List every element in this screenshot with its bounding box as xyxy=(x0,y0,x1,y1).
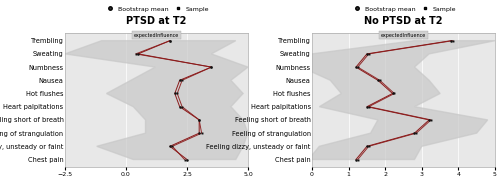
Title: No PTSD at T2: No PTSD at T2 xyxy=(364,16,443,26)
Text: expectedInfluence: expectedInfluence xyxy=(134,33,179,38)
Title: PTSD at T2: PTSD at T2 xyxy=(126,16,186,26)
Polygon shape xyxy=(65,41,248,159)
Legend: Bootstrap mean, Sample: Bootstrap mean, Sample xyxy=(104,6,209,12)
Polygon shape xyxy=(301,41,495,159)
Legend: Bootstrap mean, Sample: Bootstrap mean, Sample xyxy=(351,6,456,12)
Text: expectedInfluence: expectedInfluence xyxy=(381,33,426,38)
